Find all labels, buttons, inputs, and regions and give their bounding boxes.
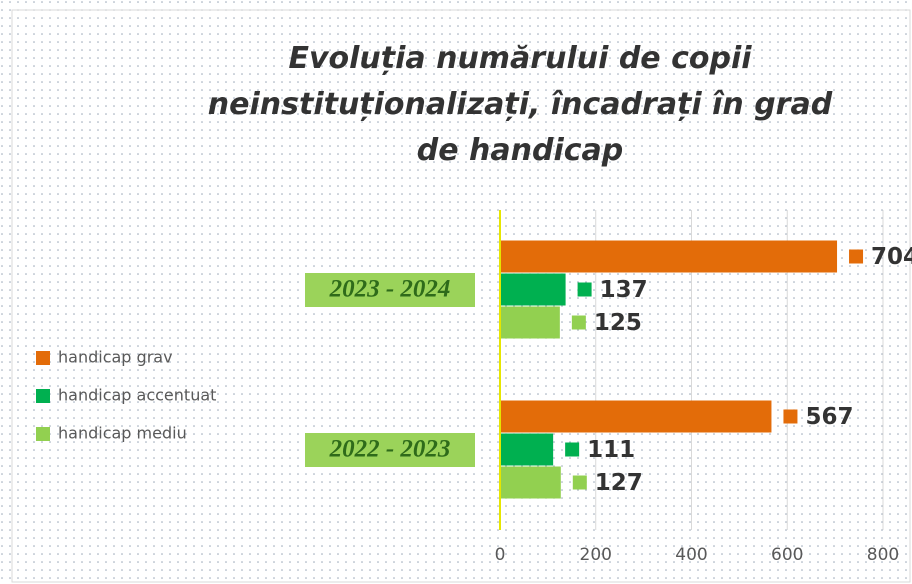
bar [500,400,772,433]
chart-title: Evoluția numărului de copii neinstituțio… [207,41,833,168]
data-label: 567 [805,404,853,430]
legend-key [36,427,50,441]
x-tick-label: 800 [867,545,899,565]
category-label-bg [305,273,475,307]
legend-label: handicap grav [58,348,173,367]
label-key [565,442,580,457]
legend-key [36,389,50,403]
y-tick-label: 2022 - 2023 [329,436,451,463]
category-label-bg [305,433,475,467]
data-label: 137 [600,277,648,303]
x-tick-label: 0 [495,545,506,565]
x-tick-label: 200 [580,545,612,565]
x-tick-label: 600 [771,545,803,565]
legend-label: handicap accentuat [58,386,216,405]
label-key [571,315,586,330]
bar [500,240,838,273]
x-tick-label: 400 [675,545,707,565]
label-key [572,475,587,490]
bar [500,306,560,339]
legend-key [36,351,50,365]
data-label: 125 [594,310,642,336]
label-key [783,409,798,424]
legend-label: handicap mediu [58,424,187,443]
data-label: 704 [871,244,912,270]
border [11,9,911,583]
label-key [577,282,592,297]
data-label: 127 [595,470,643,496]
label-key [849,249,864,264]
y-tick-label: 2023 - 2024 [329,276,451,303]
data-label: 111 [587,437,635,463]
bar [500,273,566,306]
bar [500,466,561,499]
bar [500,433,554,466]
